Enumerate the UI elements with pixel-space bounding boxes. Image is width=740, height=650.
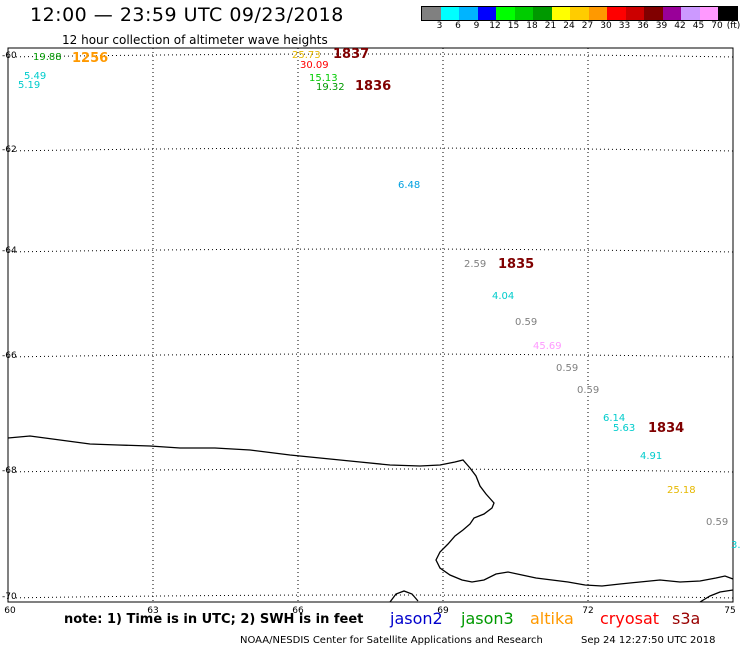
legend-label: 9 — [473, 21, 480, 31]
pass-time: 1836 — [355, 79, 392, 94]
legend-swatch — [644, 7, 663, 20]
legend-label: 24 — [563, 21, 575, 31]
legend-swatch — [477, 7, 496, 20]
lat-label: -62 — [2, 145, 17, 155]
lat-label: -64 — [2, 246, 17, 256]
legend-swatch — [718, 7, 737, 20]
wave-height-value: 0.59 — [515, 317, 538, 328]
wave-height-value: 3. — [731, 540, 740, 551]
legend-label: 6 — [455, 21, 461, 31]
legend-swatch — [533, 7, 552, 20]
legend-swatch — [625, 7, 644, 20]
legend-label: 30 — [600, 21, 612, 31]
wave-height-value: 0.59 — [706, 517, 729, 528]
map-title: 12:00 — 23:59 UTC 09/23/2018 — [30, 4, 344, 26]
legend-swatch — [459, 7, 478, 20]
legend-swatch — [662, 7, 681, 20]
legend-swatch — [681, 7, 700, 20]
lon-label: 60 — [4, 606, 16, 616]
wave-height-value: 6.14 — [603, 413, 626, 424]
legend-swatch — [588, 7, 607, 20]
pass-time: 1834 — [648, 421, 685, 436]
wave-height-value: 2.59 — [464, 259, 487, 270]
legend-label: 18 — [526, 21, 538, 31]
satellite-cryosat: cryosat — [600, 609, 660, 628]
legend-label: 45 — [692, 21, 705, 31]
coast-detail — [699, 589, 734, 603]
lon-label: 63 — [147, 606, 159, 616]
legend-swatch — [496, 7, 515, 20]
ice-shelf-edge — [389, 590, 419, 603]
footer-source: NOAA/NESDIS Center for Satellite Applica… — [240, 635, 543, 646]
wave-height-value: 6.48 — [398, 180, 421, 191]
legend-label: 36 — [637, 21, 649, 31]
map-subtitle: 12 hour collection of altimeter wave hei… — [62, 33, 328, 47]
lon-label: 69 — [437, 606, 449, 616]
legend-swatch — [607, 7, 626, 20]
graticule — [7, 48, 734, 602]
lat-label: -70 — [2, 592, 17, 602]
footer-timestamp: Sep 24 12:27:50 UTC 2018 — [581, 635, 716, 646]
pass-time: 1837 — [333, 47, 370, 62]
lon-label: 72 — [582, 606, 594, 616]
satellite-s3a: s3a — [672, 609, 701, 628]
pass-time: 1835 — [498, 257, 535, 272]
wave-height-value: 5.19 — [18, 80, 41, 91]
wave-height-value: 5.63 — [613, 423, 636, 434]
legend-label: 27 — [581, 21, 594, 31]
legend-label: 42 — [674, 21, 686, 31]
wave-height-value: 25.18 — [667, 485, 696, 496]
legend-swatch — [551, 7, 570, 20]
legend-swatch — [699, 7, 718, 20]
color-legend — [421, 6, 738, 21]
satellite-jason3: jason3 — [461, 609, 514, 628]
lon-label: 75 — [724, 606, 736, 616]
wave-height-value: 30.09 — [300, 60, 329, 71]
legend-swatch — [514, 7, 533, 20]
legend-label: 15 — [507, 21, 520, 31]
lat-label: -68 — [2, 466, 17, 476]
legend-label: 3 — [436, 21, 443, 31]
lat-label: -60 — [2, 51, 17, 61]
legend-label: (ft) — [726, 21, 740, 31]
lon-label: 66 — [292, 606, 304, 616]
legend-swatch — [422, 7, 441, 20]
wave-height-value: 4.91 — [640, 451, 663, 462]
lat-label: -66 — [2, 351, 17, 361]
wave-height-value: 45.69 — [533, 341, 562, 352]
color-legend-labels: 3 6 9 12 15 18 21 24 27 30 33 36 39 42 45 70 (ft) — [421, 21, 740, 33]
wave-height-value: 0.59 — [556, 363, 579, 374]
wave-height-value: 19.32 — [316, 82, 345, 93]
wave-height-value: 4.04 — [492, 291, 515, 302]
legend-label: 12 — [489, 21, 501, 31]
satellite-jason2: jason2 — [390, 609, 443, 628]
map-frame — [7, 47, 734, 603]
wave-height-value: 0.59 — [577, 385, 600, 396]
legend-label: 21 — [544, 21, 557, 31]
satellite-altika: altika — [530, 609, 574, 628]
legend-swatch — [570, 7, 589, 20]
legend-swatch — [440, 7, 459, 20]
legend-label: 70 — [711, 21, 723, 31]
pass-time: 1256 — [72, 51, 109, 66]
legend-label: 33 — [618, 21, 631, 31]
antarctic-coastline — [7, 435, 734, 587]
wave-height-value: 15.13 — [309, 73, 338, 84]
wave-height-value: 5.49 — [24, 71, 47, 82]
units-note: note: 1) Time is in UTC; 2) SWH is in fe… — [64, 612, 364, 627]
legend-label: 39 — [655, 21, 668, 31]
wave-height-value: 19.88 — [33, 52, 62, 63]
wave-height-value: 25.73 — [292, 50, 321, 61]
